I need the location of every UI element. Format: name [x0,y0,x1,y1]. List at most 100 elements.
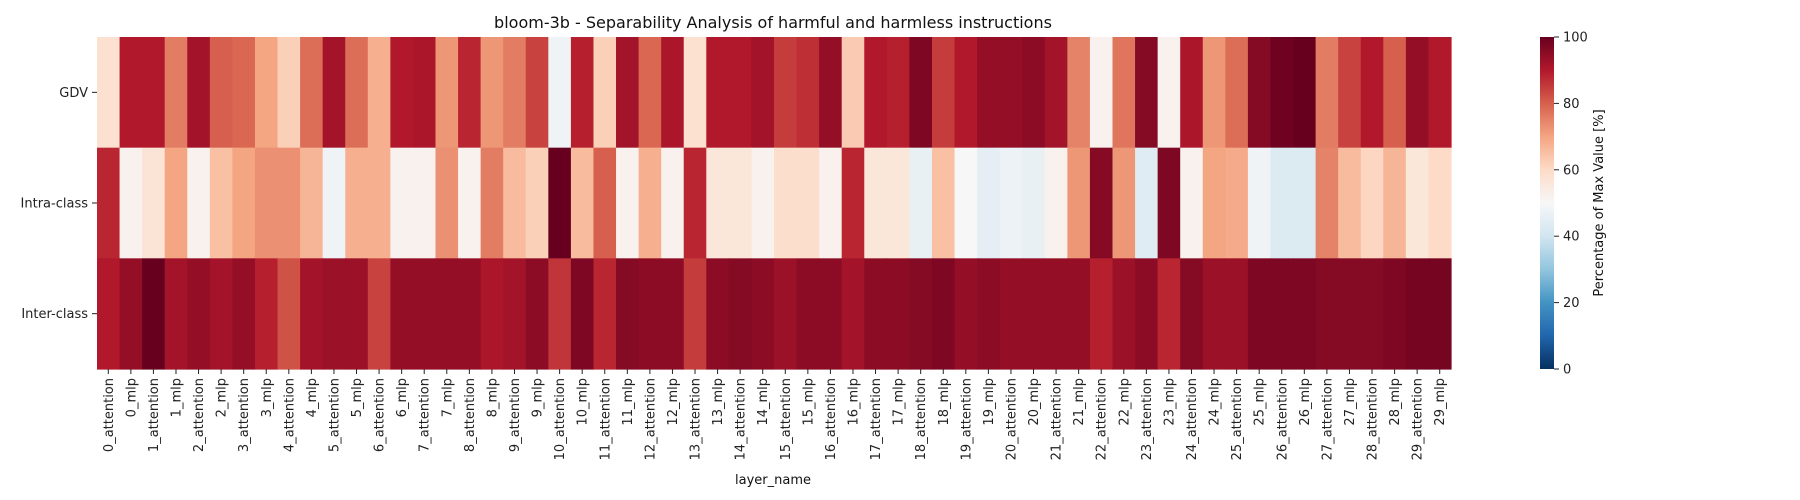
heatmap-cell [954,258,978,370]
heatmap-cell [1135,258,1159,370]
column-label: 12_mlp [666,378,681,426]
heatmap-cell [706,147,730,259]
heatmap-cell [525,37,549,149]
heatmap-cell [345,37,369,149]
heatmap-cell [728,37,753,149]
heatmap-cell [458,37,482,149]
heatmap-cell [503,258,527,370]
heatmap-cell [1293,37,1317,149]
heatmap-cell [796,37,820,149]
column-label: 20_attention [1005,378,1020,460]
heatmap-cell [1270,147,1294,259]
heatmap-cell [999,258,1023,370]
heatmap-cell [300,258,324,370]
heatmap-cell [728,258,753,370]
column-label: 27_attention [1320,378,1335,460]
column-label: 9_attention [508,378,523,452]
heatmap-cell [1112,37,1136,149]
heatmap-cell [977,37,1001,149]
column-label: 19_attention [959,378,974,460]
column-label: 0_mlp [124,378,139,417]
heatmap-cell [1135,37,1159,149]
heatmap-cell [232,37,256,149]
heatmap-cell [1067,37,1091,149]
heatmap-cell [1067,258,1091,370]
heatmap-cell [999,37,1023,149]
column-label: 21_attention [1050,378,1065,460]
heatmap-cell [931,147,956,259]
heatmap-cell [1157,147,1181,259]
column-label: 7_attention [418,378,433,452]
column-label: 25_attention [1230,378,1245,460]
heatmap-cell [548,258,572,370]
heatmap-cell [548,147,572,259]
column-label: 1_attention [147,378,162,452]
heatmap-cell [142,147,166,259]
heatmap-cell [322,258,346,370]
heatmap-cell [435,37,459,149]
heatmap-cell [638,147,662,259]
heatmap-cell [909,258,933,370]
colorbar-tick-label: 60 [1563,163,1580,178]
heatmap-cell [277,147,301,259]
heatmap-cell [142,258,166,370]
column-label: 6_attention [373,378,388,452]
heatmap-cell [1180,258,1204,370]
column-label: 18_mlp [937,378,952,426]
column-label: 26_attention [1275,378,1290,460]
heatmap-cell [909,147,933,259]
column-label: 21_mlp [1072,378,1087,426]
heatmap-cell [277,258,301,370]
row-label: GDV [59,86,88,101]
heatmap-cell [593,37,617,149]
heatmap-cell [525,147,549,259]
heatmap-cell [616,37,640,149]
heatmap-cell [1202,258,1226,370]
column-label: 27_mlp [1343,378,1358,426]
heatmap-cell [209,258,233,370]
heatmap-cell [1360,37,1384,149]
heatmap-cell [751,258,775,370]
column-labels: 0_attention 0_mlp 1_attention 1_mlp 2_attent… [102,369,1448,460]
column-label: 13_attention [689,378,704,460]
heatmap-cell [1112,258,1136,370]
heatmap-cell [435,147,459,259]
heatmap-cell [638,258,662,370]
row-label: Inter-class [21,307,88,322]
heatmap-cell [1360,147,1384,259]
column-label: 23_attention [1140,378,1155,460]
heatmap-cell [999,147,1023,259]
heatmap-cell [774,258,798,370]
row-label: Intra-class [21,197,89,212]
heatmap-cell [254,37,279,149]
heatmap-cell [570,37,595,149]
heatmap-cell [1044,37,1068,149]
heatmap-cell [503,147,527,259]
colorbar-tick-label: 80 [1563,97,1580,112]
x-axis-label: layer_name [735,473,811,488]
heatmap-cell [638,37,662,149]
column-label: 1_mlp [170,378,185,417]
heatmap-cell [367,258,391,370]
column-label: 11_attention [598,378,613,460]
heatmap-cell [774,37,798,149]
heatmap-cell [209,147,233,259]
heatmap-cell [819,258,843,370]
heatmap-cell [593,258,617,370]
heatmap-cell [751,37,775,149]
heatmap-cell [1180,147,1204,259]
heatmap-cell [1044,147,1068,259]
heatmap-cell [570,147,595,259]
column-label: 19_mlp [982,378,997,426]
heatmap-cell [1022,258,1046,370]
heatmap-cell [209,37,233,149]
heatmap-cell [1270,37,1294,149]
heatmap-cell [819,37,843,149]
heatmap-cell [1180,37,1204,149]
heatmap-cell [1089,37,1114,149]
heatmap-cell [683,37,707,149]
heatmap-cell [1157,258,1181,370]
column-label: 28_attention [1366,378,1381,460]
column-label: 5_mlp [350,378,365,417]
